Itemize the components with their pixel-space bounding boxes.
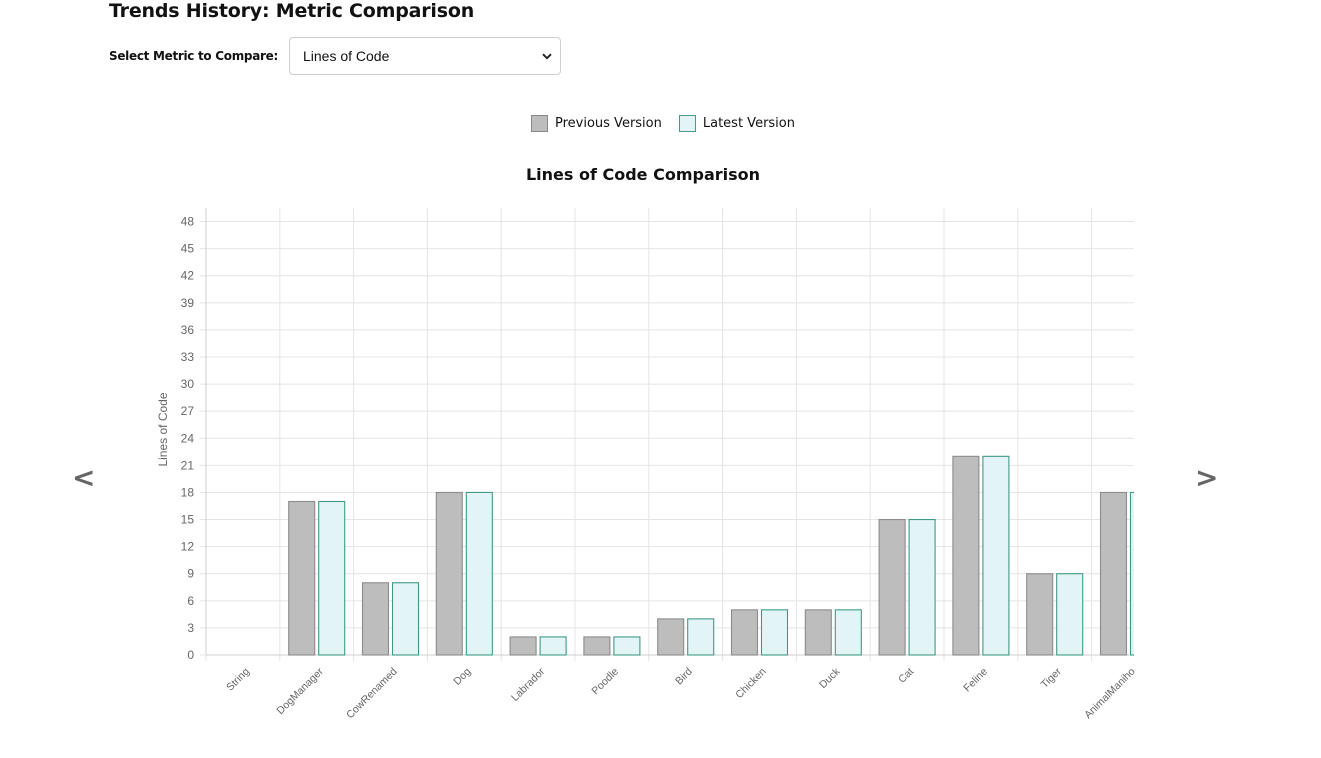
bar-latest-version [687,618,715,656]
x-tick-label: Cat [896,666,916,686]
bar-latest-version [465,491,493,656]
bar-latest-version [908,518,936,656]
x-tick-label: Bird [673,666,695,688]
legend-label-previous: Previous Version [554,116,662,131]
y-tick-label: 6 [187,594,194,608]
x-tick-label: AnimalManiho [1082,666,1138,722]
y-tick-label: 45 [181,242,195,256]
bar-previous-version [1099,491,1128,656]
bar-previous-version [288,500,316,656]
x-tick-label: String [224,666,252,694]
bar-previous-version [657,618,685,656]
bar-latest-version [1129,491,1134,656]
x-tick-label: Poodle [589,666,621,698]
chevron-down-icon [542,53,552,60]
bar-previous-version [583,636,611,656]
legend-swatch-previous [530,115,548,132]
bar-latest-version [539,636,567,656]
metric-selector-row: Select Metric to Compare: Lines of Code [109,37,561,75]
chart-title: Lines of Code Comparison [526,165,760,184]
bar-latest-version [1056,573,1084,656]
y-tick-label: 0 [187,648,194,662]
bar-previous-version [435,491,463,656]
bar-latest-version [760,609,789,656]
y-tick-label: 36 [181,323,195,337]
x-tick-label: CowRenamed [344,666,400,722]
bar-previous-version [361,582,390,656]
x-tick-label: Dog [451,666,473,688]
legend-label-latest: Latest Version [702,116,795,131]
chart-legend: Previous Version Latest Version [0,115,1321,132]
y-tick-label: 33 [181,350,195,364]
bar-previous-version [952,455,980,656]
y-tick-label: 27 [181,404,195,418]
bar-latest-version [391,582,420,656]
legend-item-previous[interactable]: Previous Version [530,115,662,132]
x-tick-label: Labrador [509,665,548,704]
bar-previous-version [1026,573,1054,656]
bar-previous-version [878,518,906,656]
bar-latest-version [318,500,346,656]
bar-previous-version [730,609,759,656]
x-tick-label: Tiger [1039,665,1064,690]
page-title: Trends History: Metric Comparison [109,0,475,22]
y-tick-label: 21 [181,458,195,472]
metric-select-value: Lines of Code [302,48,390,64]
x-tick-label: Duck [817,665,843,691]
bar-latest-version [982,455,1010,656]
metric-select[interactable]: Lines of Code [288,37,561,75]
x-tick-label: Feline [961,666,990,695]
next-chart-button[interactable]: > [1195,461,1219,494]
x-tick-label: Chicken [733,666,768,701]
legend-swatch-latest [678,115,696,132]
y-tick-label: 24 [181,431,195,445]
y-tick-label: 3 [187,621,194,635]
y-tick-label: 39 [181,296,195,310]
y-tick-label: 15 [181,513,195,527]
y-tick-label: 18 [181,485,195,499]
bar-latest-version [834,609,862,656]
previous-chart-button[interactable]: < [72,461,96,494]
y-tick-label: 9 [187,567,194,581]
bar-previous-version [804,609,832,656]
y-tick-label: 42 [181,269,195,283]
x-tick-label: DogManager [274,665,326,717]
bar-latest-version [613,636,641,656]
metric-select-label: Select Metric to Compare: [109,49,278,63]
legend-item-latest[interactable]: Latest Version [678,115,795,132]
y-tick-label: 48 [181,215,195,229]
y-tick-label: 30 [181,377,195,391]
bar-previous-version [509,636,537,656]
y-axis-title: Lines of Code [156,392,170,466]
y-tick-label: 12 [181,540,195,554]
